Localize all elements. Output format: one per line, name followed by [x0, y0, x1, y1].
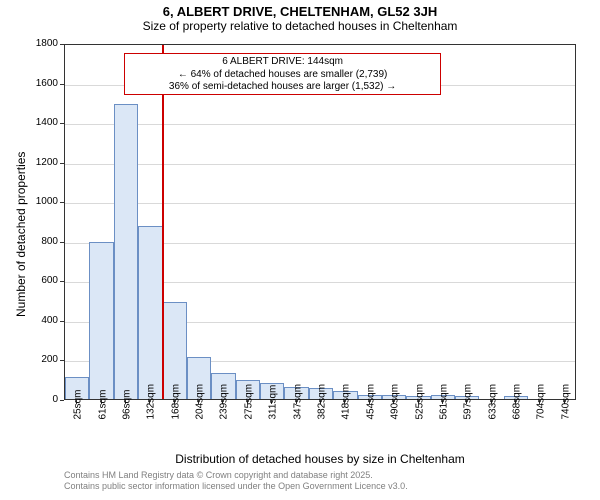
- x-tick-label: 561sqm: [438, 416, 449, 420]
- x-tick-label: 168sqm: [170, 416, 181, 420]
- histogram-bar: [114, 104, 138, 399]
- x-tick-label: 454sqm: [365, 416, 376, 420]
- y-tick: [60, 400, 64, 401]
- y-tick-label: 1200: [24, 157, 58, 168]
- y-axis-label: Number of detached properties: [14, 152, 28, 317]
- annotation-line-2: ← 64% of detached houses are smaller (2,…: [129, 69, 436, 82]
- x-tick-label: 311sqm: [268, 416, 279, 420]
- x-tick-label: 96sqm: [121, 416, 132, 420]
- x-tick-label: 704sqm: [536, 416, 547, 420]
- gridline: [65, 164, 575, 165]
- x-tick-label: 25sqm: [73, 416, 84, 420]
- annotation-line-1: 6 ALBERT DRIVE: 144sqm: [129, 56, 436, 69]
- gridline: [65, 124, 575, 125]
- y-tick: [60, 360, 64, 361]
- x-tick-label: 597sqm: [463, 416, 474, 420]
- footer-attribution: Contains HM Land Registry data © Crown c…: [64, 470, 408, 493]
- y-tick-label: 800: [24, 236, 58, 247]
- chart-subtitle: Size of property relative to detached ho…: [0, 19, 600, 33]
- x-tick-label: 239sqm: [219, 416, 230, 420]
- footer-line-1: Contains HM Land Registry data © Crown c…: [64, 470, 408, 481]
- y-tick: [60, 44, 64, 45]
- x-tick-label: 382sqm: [317, 416, 328, 420]
- y-tick-label: 1800: [24, 38, 58, 49]
- histogram-bar: [138, 226, 162, 399]
- x-tick-label: 740sqm: [560, 416, 571, 420]
- annotation-line-3: 36% of semi-detached houses are larger (…: [129, 81, 436, 94]
- y-tick: [60, 163, 64, 164]
- x-tick-label: 525sqm: [414, 416, 425, 420]
- x-tick-label: 275sqm: [243, 416, 254, 420]
- annotation-box: 6 ALBERT DRIVE: 144sqm← 64% of detached …: [124, 53, 441, 95]
- y-tick-label: 1000: [24, 196, 58, 207]
- y-tick: [60, 84, 64, 85]
- y-tick-label: 1600: [24, 78, 58, 89]
- chart-plot-area: 6 ALBERT DRIVE: 144sqm← 64% of detached …: [64, 44, 576, 400]
- y-tick-label: 1400: [24, 117, 58, 128]
- x-tick-label: 61sqm: [97, 416, 108, 420]
- y-tick-label: 400: [24, 315, 58, 326]
- y-tick-label: 600: [24, 275, 58, 286]
- chart-title: 6, ALBERT DRIVE, CHELTENHAM, GL52 3JH: [0, 0, 600, 19]
- y-tick-label: 0: [24, 394, 58, 405]
- y-tick: [60, 123, 64, 124]
- histogram-bar: [89, 242, 113, 399]
- reference-line: [162, 45, 164, 399]
- x-tick-label: 668sqm: [512, 416, 523, 420]
- x-tick-label: 204sqm: [195, 416, 206, 420]
- x-tick-label: 633sqm: [487, 416, 498, 420]
- x-tick-label: 132sqm: [146, 416, 157, 420]
- y-tick: [60, 321, 64, 322]
- x-tick-label: 490sqm: [390, 416, 401, 420]
- gridline: [65, 203, 575, 204]
- x-tick-label: 418sqm: [341, 416, 352, 420]
- y-tick: [60, 202, 64, 203]
- footer-line-2: Contains public sector information licen…: [64, 481, 408, 492]
- y-tick: [60, 281, 64, 282]
- y-tick: [60, 242, 64, 243]
- x-tick-label: 347sqm: [292, 416, 303, 420]
- y-tick-label: 200: [24, 354, 58, 365]
- x-axis-label: Distribution of detached houses by size …: [64, 452, 576, 466]
